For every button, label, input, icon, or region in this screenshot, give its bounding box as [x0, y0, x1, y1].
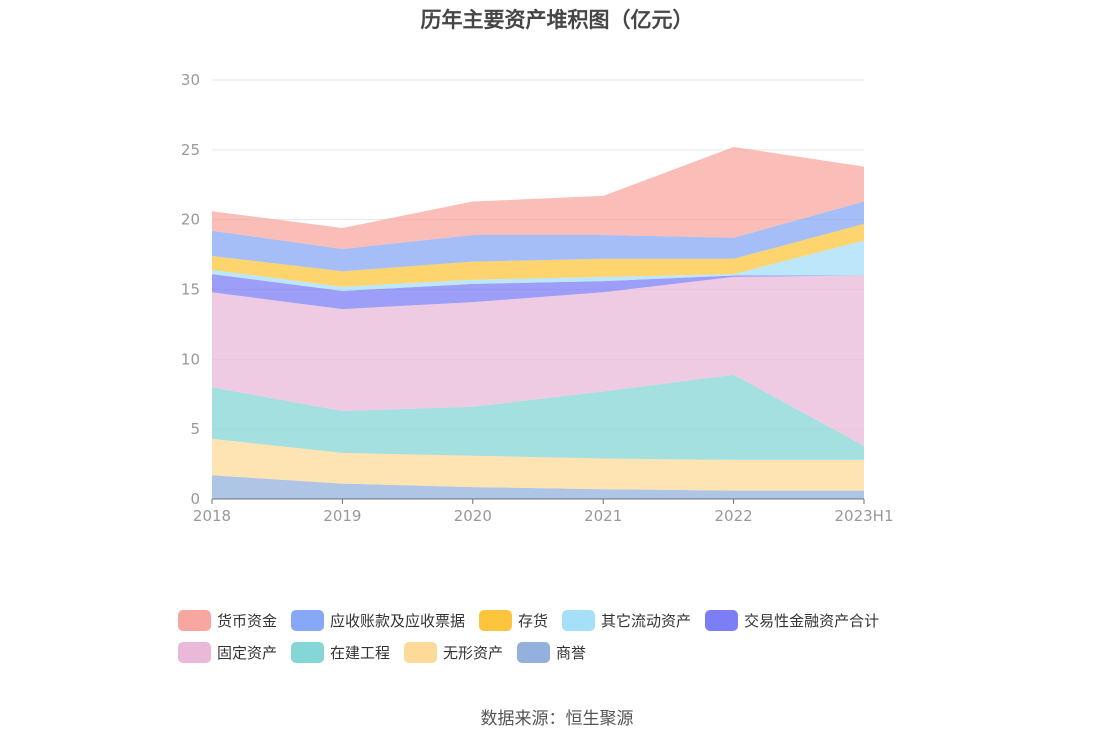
area-series-其它流动资产	[212, 240, 864, 291]
legend-swatch	[291, 609, 325, 631]
legend-label: 存货	[518, 611, 549, 630]
legend-label: 货币资金	[217, 611, 278, 630]
legend-item[interactable]: 存货	[479, 609, 549, 631]
x-tick-label: 2022	[715, 507, 753, 525]
legend-label: 固定资产	[217, 643, 278, 662]
y-tick-label: 30	[181, 71, 200, 89]
x-tick-label: 2023H1	[835, 507, 894, 525]
legend-swatch	[479, 609, 513, 631]
y-tick-label: 25	[181, 141, 200, 159]
area-series-固定资产	[212, 275, 864, 446]
area-series-货币资金	[212, 147, 864, 249]
legend-label: 交易性金融资产合计	[744, 611, 880, 630]
y-tick-label: 10	[181, 350, 200, 368]
legend-label: 商誉	[556, 643, 587, 662]
legend: 货币资金 应收账款及应收票据 存货 其它流动资产 交易性金融资产合计 固定资产 在建工程 无…	[178, 604, 938, 668]
area-series-在建工程	[212, 374, 864, 460]
area-series-无形资产	[212, 438, 864, 491]
legend-item[interactable]: 在建工程	[291, 641, 391, 663]
axes: 0 5 10 15 20 25 30 2018 2019 2020 2021 2022 2023H1	[181, 71, 894, 525]
legend-label: 在建工程	[330, 643, 391, 662]
source-note: 数据来源：恒生聚源	[480, 709, 634, 729]
legend-label: 其它流动资产	[601, 611, 692, 630]
area-series-应收账款及应收票据	[212, 201, 864, 272]
legend-item[interactable]: 固定资产	[178, 641, 278, 663]
legend-swatch	[705, 609, 739, 631]
legend-item[interactable]: 货币资金	[178, 609, 278, 631]
y-tick-label: 5	[190, 420, 200, 438]
area-series-存货	[212, 223, 864, 287]
x-tick-label: 2019	[323, 507, 361, 525]
y-tick-label: 0	[190, 490, 200, 508]
legend-swatch	[178, 641, 211, 663]
x-tick-label: 2020	[454, 507, 492, 525]
legend-item[interactable]: 无形资产	[404, 641, 504, 663]
x-tick-label: 2021	[584, 507, 622, 525]
legend-label: 无形资产	[443, 643, 504, 662]
legend-swatch	[517, 641, 551, 663]
x-tick-label: 2018	[193, 507, 231, 525]
legend-row: 货币资金 应收账款及应收票据 存货 其它流动资产 交易性金融资产合计	[178, 604, 938, 636]
legend-item[interactable]: 交易性金融资产合计	[705, 609, 880, 631]
legend-label: 应收账款及应收票据	[330, 611, 466, 630]
legend-swatch	[562, 609, 596, 631]
legend-swatch	[291, 641, 325, 663]
legend-item[interactable]: 商誉	[517, 641, 587, 663]
legend-swatch	[404, 641, 438, 663]
legend-swatch	[178, 609, 211, 631]
area-series-商誉	[212, 475, 864, 499]
y-tick-label: 15	[181, 281, 200, 299]
area-series-交易性金融资产合计	[212, 274, 864, 310]
legend-item[interactable]: 其它流动资产	[562, 609, 692, 631]
y-tick-label: 20	[181, 211, 200, 229]
area-series	[212, 147, 864, 499]
legend-item[interactable]: 应收账款及应收票据	[291, 609, 466, 631]
legend-row: 固定资产 在建工程 无形资产 商誉	[178, 636, 938, 668]
chart-title: 历年主要资产堆积图（亿元）	[420, 8, 694, 32]
